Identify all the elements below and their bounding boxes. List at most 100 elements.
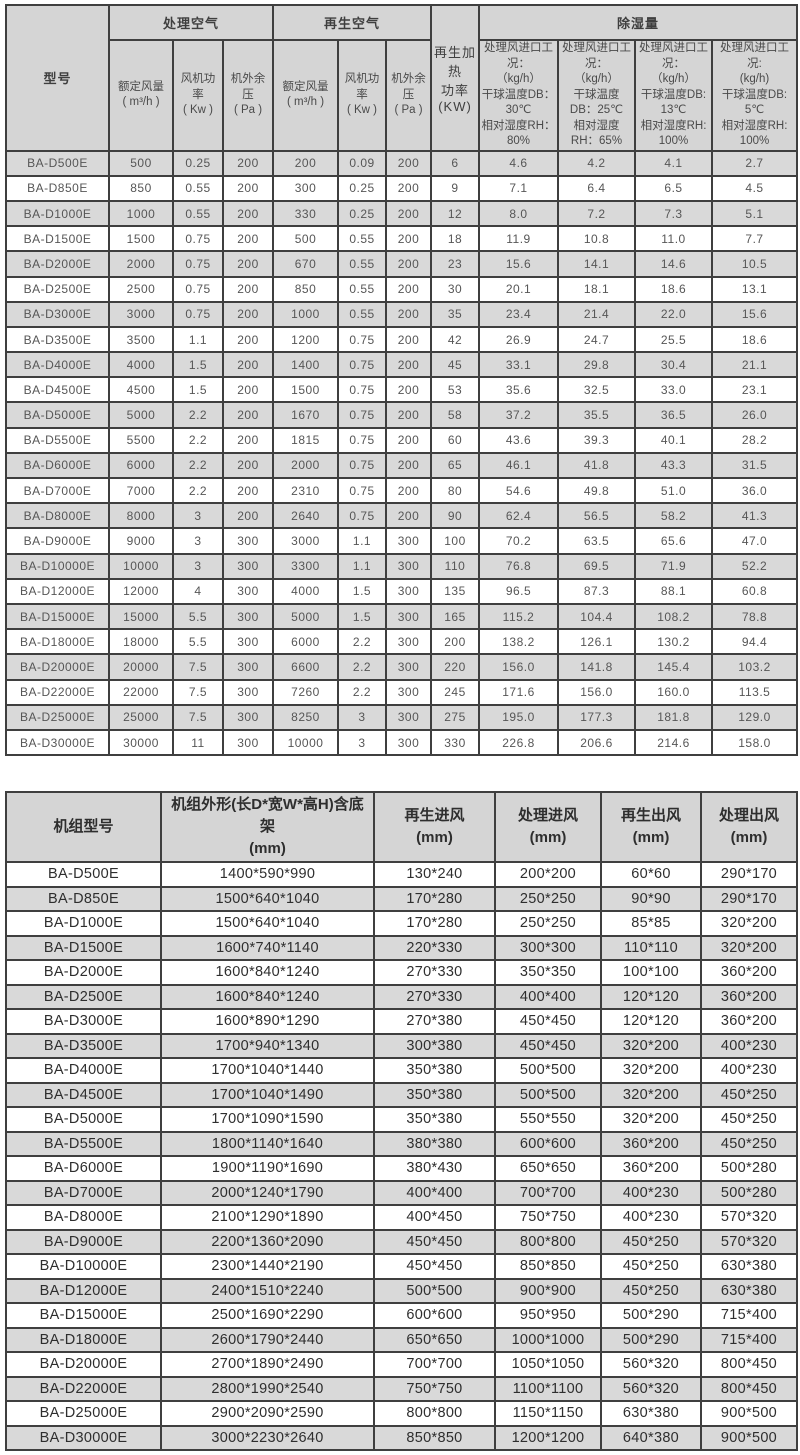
value-cell: 41.8 xyxy=(557,451,636,480)
value-cell: 1900*1190*1690 xyxy=(160,1155,375,1182)
value-cell: 800*800 xyxy=(494,1228,602,1256)
value-cell: 2500 xyxy=(108,275,174,303)
value-cell: 7.3 xyxy=(634,199,713,228)
value-cell: 200 xyxy=(222,502,274,530)
table-row: BA-D3500E 1700*940*1340 300*380 450*450 320*… xyxy=(5,1032,798,1060)
table-row: BA-D1500E 1600*740*1140 220*330 300*300 110*… xyxy=(5,934,798,962)
value-cell: 5000 xyxy=(272,602,339,631)
table-row: BA-D15000E 15000 5.5 300 5000 1.5 300 165 115.2 1… xyxy=(5,602,799,631)
value-cell: 41.3 xyxy=(710,502,799,530)
value-cell: 300 xyxy=(385,678,432,706)
value-cell: 2.2 xyxy=(337,653,387,681)
table-row: BA-D2500E 1600*840*1240 270*330 400*400 120*… xyxy=(5,983,798,1011)
value-cell: 47.0 xyxy=(710,527,799,555)
table-row: BA-D5500E 5500 2.2 200 1815 0.75 200 60 43.6 39.3… xyxy=(5,426,799,454)
value-cell: 300 xyxy=(385,602,432,631)
col-header-condition-db30-rh80: 处理风进口工况： （kg/h） 干球温度DB：30℃ 相对湿度RH：80% xyxy=(478,39,559,152)
value-cell: 100 xyxy=(430,527,480,555)
value-cell: 550*550 xyxy=(494,1106,602,1133)
value-cell: 5.5 xyxy=(172,602,224,631)
value-cell: 1.1 xyxy=(337,527,387,555)
model-cell: BA-D25000E xyxy=(5,1400,162,1427)
value-cell: 1.5 xyxy=(172,376,224,404)
model-cell: BA-D2000E xyxy=(5,250,110,278)
table-row: BA-D7000E 2000*1240*1790 400*400 700*700 400… xyxy=(5,1179,798,1207)
value-cell: 9000 xyxy=(108,527,174,555)
value-cell: 206.6 xyxy=(557,728,636,757)
value-cell: 120*120 xyxy=(600,983,702,1011)
value-cell: 2000*1240*1790 xyxy=(160,1179,375,1207)
value-cell: 0.75 xyxy=(337,477,387,505)
value-cell: 21.1 xyxy=(710,351,799,379)
model-cell: BA-D3000E xyxy=(5,300,110,328)
value-cell: 2500*1690*2290 xyxy=(160,1302,375,1329)
col-header-condition-db5-rh100: 处理风进口工况: (kg/h) 干球温度DB: 5℃ 相对湿度RH: 100% xyxy=(710,39,799,152)
value-cell: 950*950 xyxy=(494,1302,602,1329)
value-cell: 33.1 xyxy=(478,351,559,379)
value-cell: 2.2 xyxy=(337,678,387,706)
value-cell: 214.6 xyxy=(634,728,713,757)
value-cell: 1815 xyxy=(272,426,339,454)
value-cell: 65.6 xyxy=(634,527,713,555)
model-cell: BA-D6000E xyxy=(5,451,110,480)
value-cell: 0.75 xyxy=(337,325,387,354)
value-cell: 0.55 xyxy=(337,250,387,278)
value-cell: 360*200 xyxy=(700,983,798,1011)
value-cell: 96.5 xyxy=(478,577,559,605)
value-cell: 300*380 xyxy=(373,1032,496,1060)
model-cell: BA-D8000E xyxy=(5,502,110,530)
value-cell: 0.25 xyxy=(337,199,387,228)
value-cell: 360*200 xyxy=(600,1155,702,1182)
value-cell: 450*250 xyxy=(700,1081,798,1109)
value-cell: 200 xyxy=(222,376,274,404)
value-cell: 51.0 xyxy=(634,477,713,505)
value-cell: 200 xyxy=(385,477,432,505)
value-cell: 1670 xyxy=(272,401,339,429)
value-cell: 1500*640*1040 xyxy=(160,910,375,937)
value-cell: 58 xyxy=(430,401,480,429)
value-cell: 62.4 xyxy=(478,502,559,530)
value-cell: 104.4 xyxy=(557,602,636,631)
model-cell: BA-D15000E xyxy=(5,1302,162,1329)
value-cell: 60 xyxy=(430,426,480,454)
value-cell: 18.6 xyxy=(710,325,799,354)
value-cell: 200 xyxy=(222,149,274,177)
value-cell: 715*400 xyxy=(700,1302,798,1329)
value-cell: 200 xyxy=(222,250,274,278)
model-cell: BA-D1500E xyxy=(5,225,110,253)
dimensions-table-header: 机组型号 机组外形(长D*宽W*高H)含底架 (mm) 再生进风 (mm) 处理… xyxy=(5,791,798,864)
value-cell: 200 xyxy=(385,275,432,303)
value-cell: 5.1 xyxy=(710,199,799,228)
model-cell: BA-D20000E xyxy=(5,1351,162,1378)
value-cell: 330 xyxy=(430,728,480,757)
value-cell: 156.0 xyxy=(557,678,636,706)
value-cell: 500 xyxy=(108,149,174,177)
value-cell: 200 xyxy=(385,426,432,454)
value-cell: 1800*1140*1640 xyxy=(160,1130,375,1158)
value-cell: 400*230 xyxy=(600,1204,702,1231)
value-cell: 2.2 xyxy=(172,451,224,480)
value-cell: 10000 xyxy=(108,552,174,580)
value-cell: 320*200 xyxy=(600,1057,702,1084)
value-cell: 129.0 xyxy=(710,703,799,731)
value-cell: 630*380 xyxy=(600,1400,702,1427)
value-cell: 18000 xyxy=(108,628,174,656)
value-cell: 400*230 xyxy=(700,1057,798,1084)
value-cell: 2100*1290*1890 xyxy=(160,1204,375,1231)
value-cell: 450*450 xyxy=(373,1228,496,1256)
value-cell: 200 xyxy=(222,174,274,202)
value-cell: 750*750 xyxy=(373,1375,496,1403)
value-cell: 200 xyxy=(222,426,274,454)
value-cell: 200 xyxy=(385,351,432,379)
value-cell: 2000 xyxy=(108,250,174,278)
model-cell: BA-D3000E xyxy=(5,1008,162,1035)
table-row: BA-D7000E 7000 2.2 200 2310 0.75 200 80 54.6 49.8… xyxy=(5,477,799,505)
value-cell: 10.8 xyxy=(557,225,636,253)
value-cell: 145.4 xyxy=(634,653,713,681)
table-row: BA-D1000E 1500*640*1040 170*280 250*250 85*8… xyxy=(5,910,798,937)
value-cell: 300 xyxy=(385,653,432,681)
value-cell: 1000*1000 xyxy=(494,1326,602,1354)
table-row: BA-D9000E 9000 3 300 3000 1.1 300 100 70.2 63.5 65… xyxy=(5,527,799,555)
value-cell: 0.55 xyxy=(172,174,224,202)
model-cell: BA-D1500E xyxy=(5,934,162,962)
